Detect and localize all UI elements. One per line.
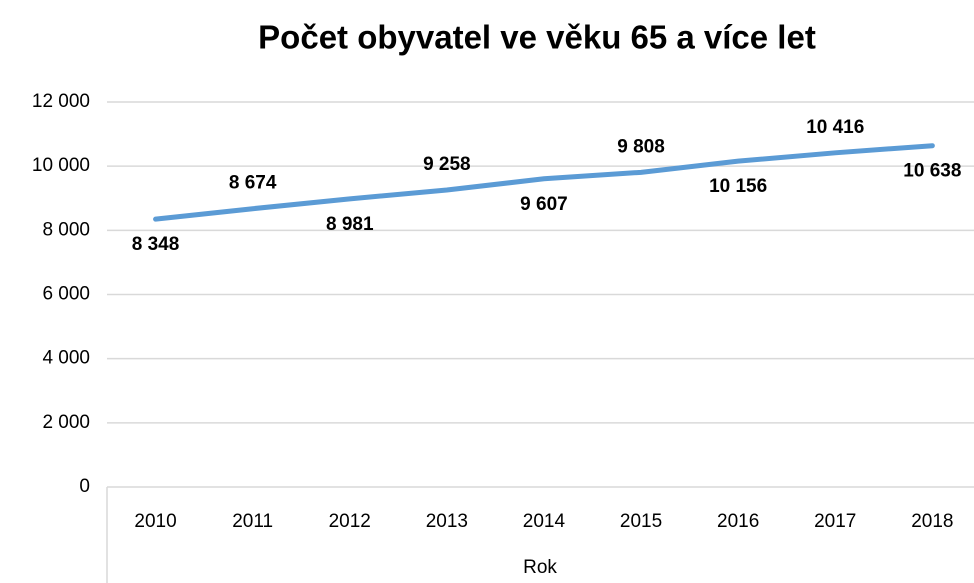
x-tick-label: 2010 — [134, 511, 176, 532]
data-label: 8 348 — [132, 234, 180, 255]
x-tick-label: 2014 — [523, 511, 566, 532]
x-tick-label: 2011 — [232, 511, 273, 532]
y-tick-label: 10 000 — [32, 155, 90, 176]
line-series — [153, 143, 935, 222]
x-tick-label: 2015 — [620, 511, 662, 532]
data-label: 10 156 — [709, 176, 767, 197]
y-tick-label: 0 — [79, 476, 90, 497]
y-tick-label: 6 000 — [42, 284, 90, 305]
x-tick-label: 2016 — [717, 511, 759, 532]
chart-title: Počet obyvatel ve věku 65 a více let — [258, 19, 816, 56]
data-label: 9 607 — [520, 194, 568, 215]
y-tick-label: 2 000 — [42, 412, 90, 433]
data-label: 10 416 — [806, 117, 864, 138]
x-tick-label: 2012 — [329, 511, 371, 532]
data-label: 8 674 — [229, 173, 277, 194]
data-label: 9 258 — [423, 154, 471, 175]
y-tick-label: 4 000 — [42, 348, 90, 369]
data-label: 9 808 — [617, 136, 665, 157]
data-label: 10 638 — [903, 161, 961, 182]
x-axis-label: Rok — [523, 557, 557, 578]
data-label: 8 981 — [326, 214, 374, 235]
x-tick-label: 2013 — [426, 511, 468, 532]
x-tick-label: 2018 — [911, 511, 953, 532]
y-tick-label: 12 000 — [32, 91, 90, 112]
y-tick-label: 8 000 — [42, 219, 90, 240]
x-tick-label: 2017 — [814, 511, 856, 532]
